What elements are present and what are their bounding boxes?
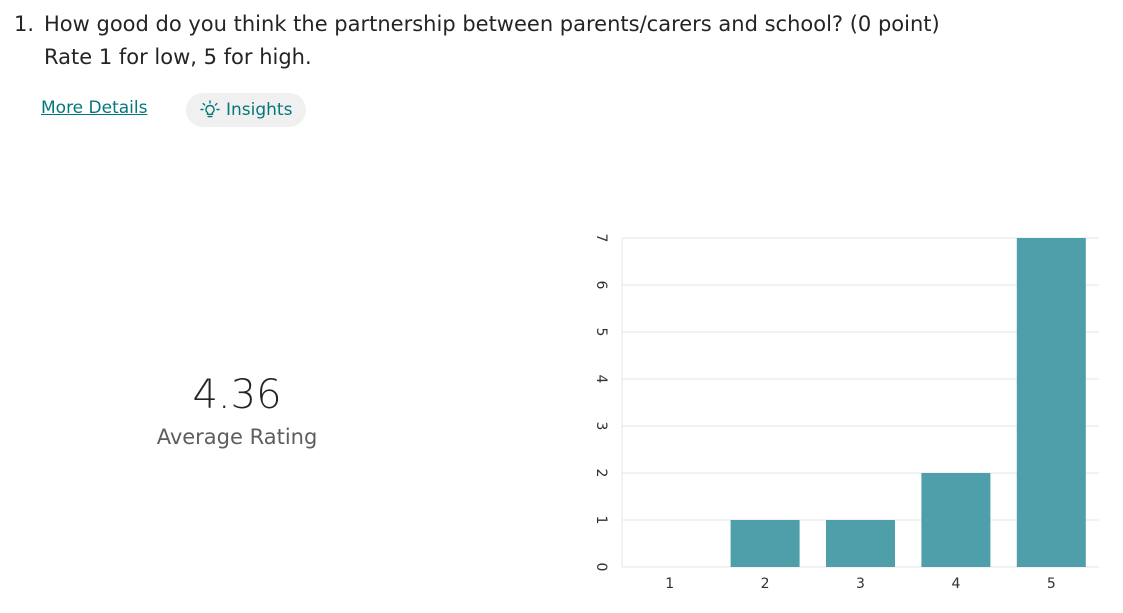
x-tick-label-4: 4 [951,576,960,592]
question-block: 1. How good do you think the partnership … [14,8,940,74]
x-tick-label-1: 1 [665,576,674,592]
insights-button[interactable]: Insights [186,93,307,127]
y-tick-label-2: 2 [593,469,609,478]
rating-bar-chart: 0 1 2 3 4 5 6 7 1 2 3 4 5 [593,234,1099,592]
y-tick-label-7: 7 [593,234,609,243]
x-tick-label-5: 5 [1047,576,1056,592]
average-rating-value: 4.36 [192,372,282,418]
bar-4 [921,473,991,567]
bar-2 [730,520,800,567]
question-line-1: 1. How good do you think the partnership … [14,8,940,41]
bar-3 [826,520,895,567]
y-tick-label-0: 0 [593,563,609,572]
y-tick-label-6: 6 [593,281,609,290]
bar-5 [1016,238,1086,567]
question-text: How good do you think the partnership be… [44,12,940,36]
x-tick-label-3: 3 [856,576,865,592]
y-tick-label-3: 3 [593,422,609,431]
y-tick-label-5: 5 [593,328,609,337]
lightbulb-icon [200,100,220,120]
average-rating-label: Average Rating [156,425,318,449]
question-subtext: Rate 1 for low, 5 for high. [44,45,312,69]
insights-label: Insights [226,100,293,120]
y-tick-label-1: 1 [593,516,609,525]
question-number: 1. [14,12,35,36]
y-tick-label-4: 4 [593,375,609,384]
x-tick-label-2: 2 [761,576,770,592]
more-details-link[interactable]: More Details [41,98,148,118]
